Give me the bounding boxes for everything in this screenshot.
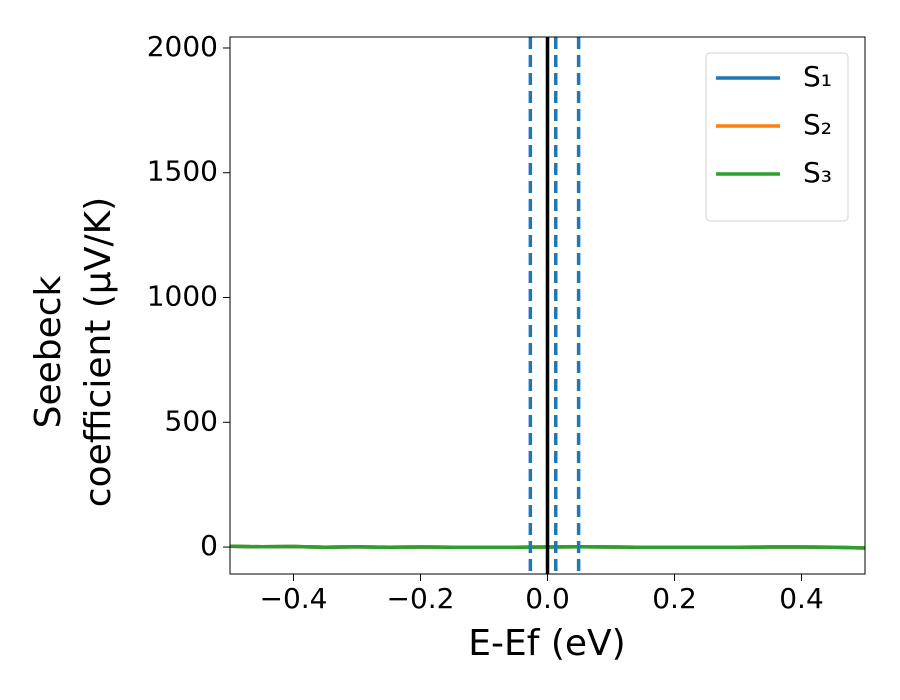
x-tick-label: 0.4: [779, 582, 824, 615]
y-tick-label: 0: [200, 529, 218, 562]
y-tick-label: 1000: [147, 280, 218, 313]
y-axis-label-line: Seebeck: [28, 275, 69, 428]
y-tick-label: 500: [165, 404, 218, 437]
legend-label: S₁: [803, 60, 832, 93]
legend-box: [705, 52, 849, 222]
y-axis-label: Seebeck coefficient (μV/K): [28, 197, 119, 507]
y-axis-label-line: coefficient (μV/K): [78, 197, 119, 507]
legend-label: S₂: [803, 108, 832, 141]
x-axis-label: E-Ef (eV): [468, 623, 625, 664]
x-tick-label: −0.2: [387, 582, 455, 615]
plot-frame: [229, 36, 866, 575]
legend-label: S₃: [803, 156, 832, 189]
plot-area: [230, 37, 865, 574]
y-tick-label: 1500: [147, 155, 218, 188]
x-tick-label: −0.4: [260, 582, 328, 615]
y-tick-label: 2000: [147, 30, 218, 63]
x-tick-label: 0.2: [652, 582, 697, 615]
x-tick-label: 0.0: [525, 582, 570, 615]
